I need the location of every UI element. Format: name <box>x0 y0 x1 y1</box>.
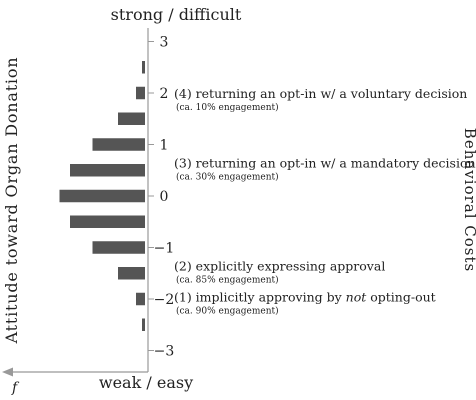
frequency-bar <box>92 138 145 151</box>
left-axis-label: Attitude toward Organ Donation <box>2 57 21 345</box>
annotation-subtext: (ca. 30% engagement) <box>176 172 279 183</box>
top-label: strong / difficult <box>111 5 242 24</box>
axis-tick-label: −1 <box>154 241 175 257</box>
axis-tick-label: 0 <box>160 189 169 205</box>
frequency-arrow-head <box>2 367 13 377</box>
frequency-bar <box>70 215 145 228</box>
axis-tick-label: −2 <box>154 292 175 308</box>
frequency-bar <box>92 241 145 254</box>
annotations-group: (4) returning an opt-in w/ a voluntary d… <box>174 86 476 316</box>
ticks-group: 3 2 1 0 −1 −2 −3 <box>148 35 174 360</box>
axis-tick-label: 2 <box>160 86 169 102</box>
annotation-text: (2) explicitly expressing approval <box>174 259 385 274</box>
frequency-bar <box>118 112 145 125</box>
right-axis-label: Behavioral Costs <box>461 128 476 272</box>
axis-tick-label: −3 <box>154 344 175 360</box>
annotation-text: (1) implicitly approving by not opting-o… <box>174 290 436 305</box>
frequency-bar <box>136 86 145 100</box>
frequency-bar <box>136 292 145 306</box>
frequency-bar <box>142 318 145 331</box>
axis-tick-label: 1 <box>160 138 169 154</box>
frequency-bar <box>142 61 145 74</box>
frequency-bar <box>118 267 145 280</box>
annotation-subtext: (ca. 10% engagement) <box>176 102 279 113</box>
axis-tick-label: 3 <box>160 35 169 51</box>
bottom-label: weak / easy <box>99 373 193 392</box>
annotation-text: (4) returning an opt-in w/ a voluntary d… <box>174 86 467 101</box>
annotation-text: (3) returning an opt-in w/ a mandatory d… <box>174 156 476 171</box>
bars-group <box>59 61 145 331</box>
frequency-bar <box>59 189 145 203</box>
frequency-bar <box>70 164 145 177</box>
frequency-axis-label: f <box>11 380 20 396</box>
annotation-subtext: (ca. 85% engagement) <box>176 275 279 286</box>
annotation-subtext: (ca. 90% engagement) <box>176 306 279 317</box>
